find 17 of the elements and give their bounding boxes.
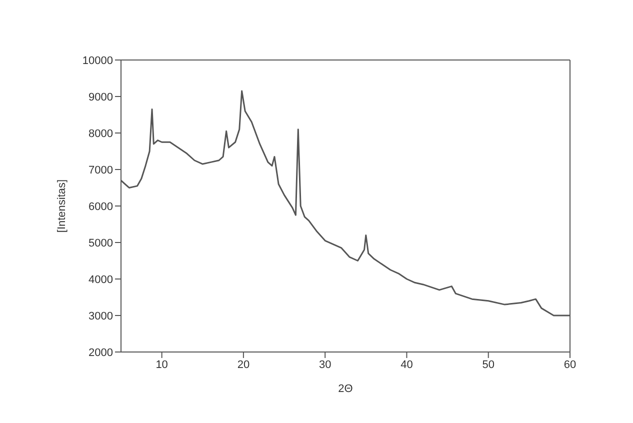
x-tick-label: 20: [237, 358, 250, 371]
x-tick-label: 40: [400, 358, 413, 371]
y-tick-label: 2000: [88, 346, 113, 359]
x-tick-label: 50: [482, 358, 494, 371]
y-tick-label: 9000: [88, 91, 113, 104]
y-tick-label: 3000: [88, 310, 113, 322]
x-tick-label: 60: [564, 358, 576, 371]
x-tick-label: 30: [318, 358, 332, 371]
y-tick-label: 6000: [88, 200, 113, 213]
y-tick-label: 8000: [88, 128, 113, 140]
y-tick-label: 4000: [88, 274, 113, 286]
x-axis-title: 2Θ: [338, 382, 354, 395]
y-tick-label: 10000: [82, 54, 113, 67]
y-tick-label: 5000: [88, 237, 113, 250]
x-tick-label: 10: [156, 358, 168, 371]
y-tick-label: 7000: [88, 164, 113, 176]
y-axis-title: [Intensitas]: [56, 179, 68, 233]
